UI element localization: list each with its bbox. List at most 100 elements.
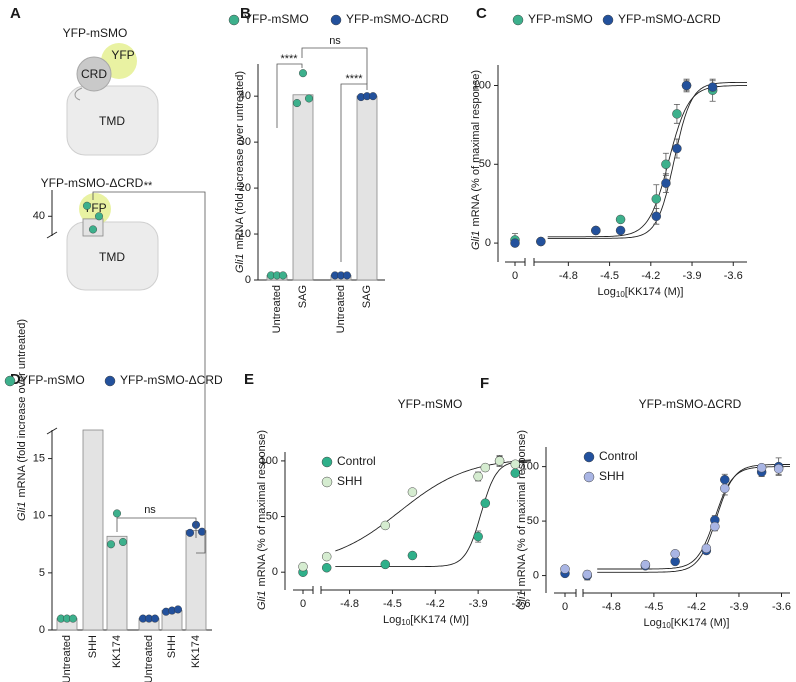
legend-marker bbox=[512, 14, 524, 26]
data-point bbox=[407, 550, 418, 561]
fit-curve bbox=[547, 85, 748, 238]
x-axis-label: Log10[KK174 (M)] bbox=[383, 614, 469, 627]
y-axis-label: Gli1 mRNA (fold increase over untreated) bbox=[234, 71, 246, 273]
y-label-text: mRNA (% of maximal response) bbox=[516, 430, 528, 587]
fit-curve bbox=[547, 81, 747, 239]
x-tick-label: SAG bbox=[297, 285, 309, 308]
x-tick-label: SHH bbox=[166, 635, 178, 658]
significance-label: **** bbox=[280, 53, 298, 65]
y-tick-label: 10 bbox=[33, 510, 45, 522]
data-point bbox=[494, 456, 505, 466]
significance-bracket bbox=[92, 191, 206, 554]
legend-label: Control bbox=[599, 449, 638, 463]
y-tick-label: 5 bbox=[39, 567, 45, 579]
tmd-domain bbox=[66, 221, 159, 291]
significance-bracket bbox=[301, 47, 368, 84]
data-point bbox=[720, 474, 730, 485]
data-point bbox=[651, 194, 662, 204]
legend-label: YFP-mSMO bbox=[20, 373, 85, 387]
x-tick-label: -3.6 bbox=[512, 598, 531, 610]
y-label-gene: Gli1 bbox=[516, 590, 528, 610]
data-point bbox=[94, 212, 103, 221]
x-tick-label: -4.8 bbox=[340, 598, 359, 610]
data-point bbox=[293, 99, 302, 108]
legend-label: YFP-mSMO-ΔCRD bbox=[346, 12, 449, 26]
data-point bbox=[369, 92, 378, 101]
x-label-sub: 10 bbox=[662, 621, 671, 630]
data-point bbox=[118, 538, 127, 547]
data-point bbox=[701, 543, 712, 554]
x-axis-label: Log10[KK174 (M)] bbox=[644, 617, 730, 630]
x-label-sub: 10 bbox=[401, 618, 410, 627]
data-point bbox=[380, 520, 391, 531]
x-tick-label: -4.5 bbox=[644, 601, 663, 613]
x-tick-label: Untreated bbox=[335, 285, 347, 333]
data-point bbox=[681, 80, 692, 91]
x-tick-label: -3.9 bbox=[729, 601, 748, 613]
domain-label: CRD bbox=[81, 67, 107, 81]
y-tick-label: 20 bbox=[239, 182, 251, 194]
crd-domain bbox=[76, 56, 112, 92]
significance-bracket bbox=[276, 63, 303, 128]
data-point bbox=[321, 562, 332, 573]
y-label-gene: Gli1 bbox=[256, 590, 268, 610]
y-axis-label: Gli1 mRNA (% of maximal response) bbox=[516, 430, 528, 610]
data-point bbox=[112, 509, 121, 518]
legend-label: YFP-mSMO bbox=[244, 12, 309, 26]
x-tick-label: -3.9 bbox=[683, 270, 702, 282]
data-point bbox=[672, 143, 682, 154]
x-tick-label: -4.8 bbox=[602, 601, 621, 613]
legend-label: Control bbox=[337, 454, 376, 468]
chart-title: YFP-mSMO-ΔCRD bbox=[639, 397, 742, 411]
significance-bracket bbox=[116, 517, 197, 538]
axis-break bbox=[46, 231, 58, 435]
legend-label: SHH bbox=[599, 469, 624, 483]
data-point bbox=[480, 498, 491, 508]
data-point bbox=[185, 528, 194, 537]
x-axis bbox=[293, 586, 531, 594]
x-label-text: Log bbox=[598, 286, 616, 298]
construct-name: YFP-mSMO bbox=[63, 26, 128, 40]
panel-letter: E bbox=[244, 371, 254, 388]
x-label-text: Log bbox=[644, 617, 662, 629]
linker bbox=[74, 87, 83, 101]
bar bbox=[106, 535, 128, 631]
x-label-text: [KK174 (M)] bbox=[671, 617, 730, 629]
domain-label: YFP bbox=[111, 48, 134, 62]
x-tick-label: -4.8 bbox=[559, 270, 578, 282]
x-label-text: [KK174 (M)] bbox=[410, 614, 469, 626]
domain-label: TMD bbox=[99, 250, 125, 264]
legend-label: YFP-mSMO-ΔCRD bbox=[120, 373, 223, 387]
data-point bbox=[756, 462, 767, 473]
y-tick-label: 50 bbox=[479, 158, 491, 170]
data-point bbox=[298, 561, 308, 572]
x-axis bbox=[554, 589, 790, 597]
domain-label: TMD bbox=[99, 114, 125, 128]
x-tick-label: SHH bbox=[87, 635, 99, 658]
x-tick-label: Untreated bbox=[61, 635, 73, 682]
x-tick-label: 0 bbox=[512, 270, 518, 282]
bar bbox=[82, 429, 104, 631]
legend-marker bbox=[4, 375, 16, 387]
legend-marker bbox=[228, 14, 240, 26]
data-point bbox=[88, 225, 97, 234]
data-point bbox=[720, 483, 730, 494]
y-tick-label: 30 bbox=[239, 136, 251, 148]
y-tick-label: 100 bbox=[521, 461, 539, 473]
x-tick-label: -3.6 bbox=[724, 270, 743, 282]
y-label-text: mRNA (% of maximal response) bbox=[256, 430, 268, 587]
data-point bbox=[591, 225, 601, 236]
legend-marker bbox=[330, 14, 342, 26]
data-point bbox=[536, 236, 546, 247]
y-tick-label: 10 bbox=[239, 228, 251, 240]
y-tick-label: 0 bbox=[245, 274, 251, 286]
data-point bbox=[560, 564, 570, 574]
panel-letter: F bbox=[480, 375, 489, 392]
x-tick-label: -4.2 bbox=[687, 601, 706, 613]
data-point bbox=[480, 462, 491, 473]
data-point bbox=[661, 178, 671, 188]
y-tick-label: 0 bbox=[39, 624, 45, 636]
fit-curve bbox=[597, 464, 790, 573]
data-point bbox=[279, 271, 288, 280]
fit-curve bbox=[335, 459, 532, 552]
